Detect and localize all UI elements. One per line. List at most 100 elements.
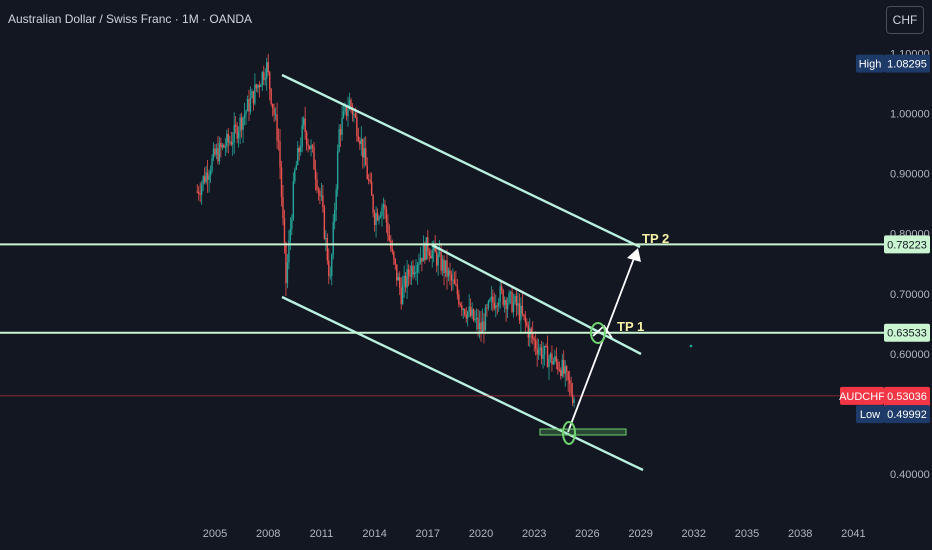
candle-body [573,399,575,404]
candle-body [415,272,417,274]
currency-button[interactable]: CHF [886,6,924,34]
low-tag-value: 0.49992 [887,409,927,421]
candle-body [319,190,321,196]
tp2-price-tag-value: 0.78223 [887,239,927,251]
candle-body [203,176,206,183]
candle-body [317,189,320,191]
candle-body [202,176,204,185]
candle-body [314,169,317,180]
candle-body [229,141,231,143]
candle-body [362,138,364,158]
candle-body [257,84,259,89]
candle-body [467,311,469,319]
candle-body [452,279,454,281]
x-tick-label: 2032 [682,528,706,540]
candle-body [384,204,386,210]
candle-body [215,148,218,155]
candle-body [515,296,518,306]
candle-body [320,195,323,197]
candle-body [220,142,222,148]
candle-body [552,361,555,365]
channel-upper-line[interactable] [281,73,641,249]
x-tick-label: 2041 [841,528,865,540]
candle-body [356,117,358,136]
candle-body [407,269,410,276]
candle-body [500,286,503,291]
candle-body [211,157,213,172]
candles-layer [196,53,575,408]
candle-body [335,189,337,211]
candle-body [568,380,571,384]
candle-body [372,195,374,213]
candle-body [301,124,303,148]
chart-title: Australian Dollar / Swiss Franc · 1M · O… [8,12,253,26]
candle-body [546,345,549,368]
tp-annotations: TP 2 TP 1 [617,231,669,334]
candle-body [502,290,504,305]
inner-channel-line[interactable] [431,243,642,356]
tp2-label: TP 2 [642,231,669,246]
candle-body [447,270,450,277]
candle-body [517,303,519,306]
candle-body [455,283,457,285]
candle-body [295,164,297,170]
candle-body [280,167,283,198]
time-axis[interactable]: 2005 2008 2011 2014 2017 2020 2023 2026 2029 2032… [203,528,866,540]
candle-body [440,251,442,271]
candle-body [518,303,521,321]
candle-body [264,78,266,80]
candle-body [345,106,348,117]
candle-body [307,144,309,146]
candle-body [524,315,527,323]
candle-body [521,305,524,315]
x-tick-label: 2017 [416,528,440,540]
candle-body [564,366,566,374]
candle-body [495,305,497,309]
candle-body [422,243,425,262]
candle-body [252,91,255,104]
candle-body [234,124,237,127]
current-price-value: 0.53036 [887,391,927,403]
candle-body [543,345,546,355]
candle-body [376,212,379,221]
candle-body [206,172,209,181]
candle-body [475,317,478,320]
candle-body [370,181,373,196]
arrow-head [627,248,641,262]
candle-body [468,306,470,312]
candle-body [271,103,274,109]
candle-body [549,353,552,359]
candle-body [396,264,398,281]
descending-channel[interactable] [281,73,644,472]
candle-body [563,359,565,374]
candle-body [336,151,339,190]
candle-body [536,348,538,355]
candle-body [472,309,475,321]
candle-body [382,204,385,208]
candle-body [285,242,287,284]
candle-body [490,296,493,300]
candle-body [212,148,215,158]
candle-body [462,309,464,311]
candle-body [297,147,299,165]
candle-body [221,144,224,148]
candle-body [566,366,568,372]
candle-body [486,307,488,309]
channel-lower-line[interactable] [281,295,644,472]
candle-body [391,248,394,252]
candle-body [246,99,249,112]
candle-body [506,302,509,310]
x-tick-label: 2014 [362,528,386,540]
candle-body [465,314,467,319]
x-tick-label: 2011 [310,528,334,540]
candle-body [239,117,241,132]
candle-body [487,301,490,308]
candle-body [480,322,482,333]
candle-body [305,132,308,145]
candle-body [331,254,333,276]
candle-body [431,250,433,259]
candle-body [300,147,302,152]
candle-body [334,210,336,222]
